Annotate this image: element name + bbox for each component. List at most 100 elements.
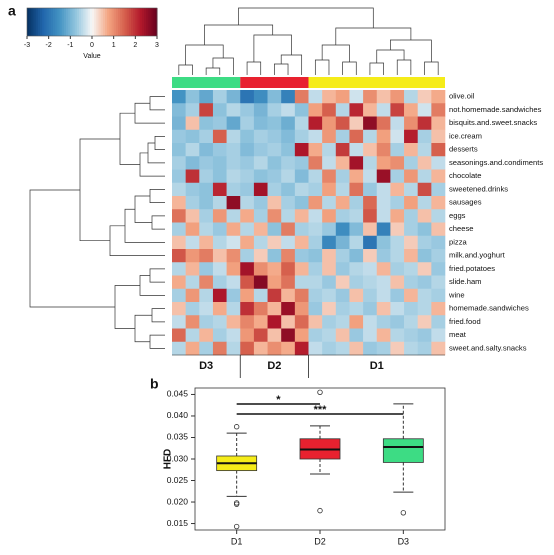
heatmap-cell: [199, 103, 214, 117]
heatmap-cell: [349, 275, 364, 290]
heatmap-cell: [390, 262, 405, 276]
heatmap-cell: [349, 302, 364, 316]
heatmap-cell: [267, 156, 282, 170]
heatmap-cell: [322, 235, 337, 250]
heatmap-cell: [322, 169, 337, 184]
heatmap-cell: [363, 196, 378, 210]
heatmap-cell: [404, 209, 418, 223]
heatmap-cell: [431, 341, 446, 356]
heatmap-cell: [308, 302, 323, 316]
heatmap-cell: [404, 341, 418, 356]
heatmap-cell: [349, 209, 364, 223]
row-dendrogram: [79, 138, 120, 242]
heatmap-cell: [363, 156, 378, 170]
heatmap-cell: [212, 328, 227, 343]
colorbar-tick-label: -3: [24, 42, 30, 49]
heatmap-cell: [172, 116, 186, 131]
heatmap-cell: [212, 275, 227, 290]
heatmap-cell: [335, 341, 350, 356]
heatmap-cell: [431, 249, 446, 263]
heatmap-cell: [335, 222, 350, 237]
panel-label: a: [8, 3, 16, 19]
row-label: wine: [448, 290, 465, 299]
colorbar-tick-label: 2: [133, 42, 137, 49]
colorbar-swatch: [44, 8, 47, 36]
heatmap-cell: [322, 182, 337, 197]
heatmap-cell: [335, 275, 350, 290]
colorbar-swatch: [115, 8, 119, 36]
heatmap-cell: [199, 235, 214, 250]
heatmap-cell: [404, 262, 418, 276]
heatmap-cell: [185, 275, 200, 290]
outlier: [400, 510, 407, 516]
y-tick-label: 0.025: [167, 475, 189, 485]
y-tick-label: 0.035: [167, 432, 189, 442]
colorbar-swatch: [40, 8, 43, 36]
heatmap-cell: [417, 143, 432, 157]
heatmap-cell: [185, 169, 200, 184]
heatmap-cell: [294, 182, 309, 197]
colorbar-swatch: [85, 8, 89, 36]
heatmap-cell: [267, 182, 282, 197]
heatmap-cell: [431, 262, 446, 276]
column-dendrogram: [342, 61, 357, 75]
heatmap-cell: [404, 143, 418, 157]
heatmap-cell: [267, 288, 282, 303]
column-dendrogram: [396, 59, 412, 75]
heatmap-cell: [390, 196, 405, 210]
y-tick-label: 0.020: [167, 496, 189, 506]
heatmap-cell: [363, 143, 378, 157]
heatmap-cell: [376, 156, 391, 170]
group-bar: [240, 77, 309, 88]
heatmap-cell: [349, 103, 364, 117]
heatmap-cell: [363, 90, 378, 104]
heatmap-cell: [185, 209, 200, 223]
heatmap-cell: [253, 116, 268, 131]
colorbar-swatch: [89, 8, 93, 36]
heatmap-cell: [226, 288, 241, 303]
colorbar-swatch: [139, 8, 143, 36]
heatmap-cell: [294, 328, 309, 343]
heatmap-cell: [322, 129, 337, 144]
heatmap-cell: [335, 182, 350, 197]
heatmap-cell: [363, 315, 378, 329]
heatmap-cell: [240, 302, 255, 316]
colorbar-swatch: [83, 8, 86, 36]
heatmap-cell: [267, 196, 282, 210]
heatmap-cell: [431, 235, 446, 250]
heatmap-cell: [390, 156, 405, 170]
heatmap-cell: [172, 328, 186, 343]
heatmap-cell: [404, 169, 418, 184]
heatmap-cell: [308, 341, 323, 356]
heatmap-cell: [349, 341, 364, 356]
colorbar-swatch: [107, 8, 110, 36]
heatmap-cell: [404, 156, 418, 170]
heatmap-cell: [185, 235, 200, 250]
heatmap-cell: [199, 328, 214, 343]
heatmap-cell: [376, 169, 391, 184]
heatmap-cell: [253, 341, 268, 356]
heatmap-cell: [308, 235, 323, 250]
heatmap-cell: [335, 196, 350, 210]
significance-label: ***: [314, 404, 328, 416]
heatmap-cell: [185, 156, 200, 170]
heatmap-cell: [363, 341, 378, 356]
heatmap-cell: [376, 103, 391, 117]
heatmap-cell: [431, 196, 446, 210]
heatmap-cell: [417, 169, 432, 184]
heatmap-cell: [172, 196, 186, 210]
colorbar-swatch: [74, 8, 78, 36]
heatmap-cell: [199, 209, 214, 223]
heatmap-cell: [212, 143, 227, 157]
heatmap-cell: [404, 196, 418, 210]
heatmap-cell: [281, 143, 296, 157]
heatmap-cell: [376, 341, 391, 356]
outlier: [317, 389, 323, 396]
heatmap-cell: [267, 262, 282, 276]
colorbar-label: Value: [83, 53, 100, 60]
heatmap-cell: [253, 182, 268, 197]
colorbar-swatch: [122, 8, 125, 36]
heatmap-cell: [349, 156, 364, 170]
colorbar-swatch: [150, 8, 154, 36]
heatmap-cell: [390, 209, 405, 223]
